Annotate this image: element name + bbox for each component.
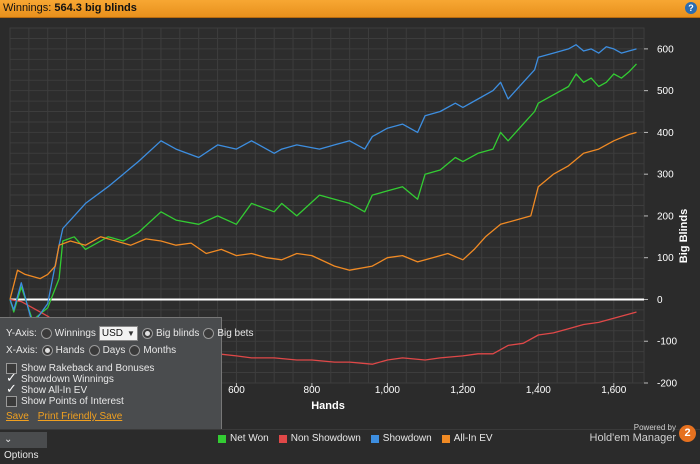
chart-legend: Net Won Non Showdown Showdown All-In EV	[218, 433, 503, 444]
options-label: Options	[4, 450, 39, 461]
checkbox-rakeback[interactable]: Show Rakeback and Bonuses	[6, 363, 154, 374]
legend-swatch	[278, 434, 287, 443]
x-axis-row: X-Axis: Hands Days Months	[6, 345, 176, 356]
winnings-value: 564.3 big blinds	[54, 2, 137, 14]
y-winnings-label: Winnings	[54, 328, 96, 339]
x-days-label: Days	[102, 345, 126, 356]
y-axis-label-text: Y-Axis:	[6, 328, 37, 339]
currency-value: USD	[101, 328, 124, 339]
x-axis-label-text: X-Axis:	[6, 345, 38, 356]
y-tick-label: -100	[657, 337, 677, 348]
panel-links: Save Print Friendly Save	[6, 411, 131, 422]
options-panel: Y-Axis: Winnings USD ▼ Big blinds Big bet…	[0, 317, 253, 429]
y-tick-label: 400	[657, 128, 674, 139]
legend-label: Showdown	[382, 433, 432, 444]
x-hands-label: Hands	[55, 345, 85, 356]
legend-net-won[interactable]: Net Won	[218, 433, 269, 444]
y-winnings-radio[interactable]	[40, 328, 52, 339]
winnings-title: Winnings: 564.3 big blinds	[3, 2, 137, 14]
x-axis-label: Hands	[311, 400, 345, 412]
legend-swatch	[370, 434, 379, 443]
y-bigbets-radio[interactable]	[203, 328, 215, 339]
checkbox-showdown-winnings[interactable]: Showdown Winnings	[6, 370, 114, 386]
x-months-radio[interactable]	[129, 345, 141, 356]
legend-label: Non Showdown	[290, 433, 361, 444]
legend-label: Net Won	[230, 433, 269, 444]
help-icon[interactable]: ?	[685, 2, 697, 14]
checkbox-points-of-interest[interactable]: Show Points of Interest	[6, 396, 124, 407]
checkbox-label: Show Points of Interest	[21, 396, 124, 407]
options-toggle-button[interactable]: ⌄ Options	[0, 432, 47, 461]
y-bigblinds-label: Big blinds	[155, 328, 200, 339]
x-hands-radio[interactable]	[41, 345, 53, 356]
powered-by: Powered by Hold'em Manager	[590, 423, 676, 444]
x-tick-label: 800	[304, 385, 321, 396]
y-tick-label: 0	[657, 295, 663, 306]
x-days-radio[interactable]	[88, 345, 100, 356]
checkbox-label: Show All-In EV	[21, 385, 88, 396]
footer-bar: ⌄ Options Net Won Non Showdown Showdown …	[0, 423, 700, 461]
winnings-header: Winnings: 564.3 big blinds ?	[0, 0, 700, 18]
checkbox-allin-ev[interactable]: Show All-In EV	[6, 381, 88, 397]
winnings-label: Winnings:	[3, 2, 52, 14]
series-line-net-won	[9, 63, 637, 322]
series-line-all-in-ev	[9, 131, 637, 300]
series-line-showdown	[9, 44, 637, 326]
checkbox-label: Show Rakeback and Bonuses	[21, 363, 155, 374]
brand-name: Hold'em Manager	[589, 432, 676, 444]
powered-by-text: Powered by	[633, 423, 676, 432]
y-tick-label: 600	[657, 44, 674, 55]
x-months-label: Months	[143, 345, 177, 356]
x-tick-label: 1,200	[450, 385, 475, 396]
legend-swatch	[218, 434, 226, 443]
chevron-down-icon: ▼	[127, 329, 135, 338]
checkmark-icon[interactable]	[6, 381, 17, 397]
checkbox-icon[interactable]	[6, 396, 17, 407]
legend-non-showdown[interactable]: Non Showdown	[278, 433, 361, 444]
y-tick-label: 500	[657, 86, 674, 97]
y-tick-label: -200	[657, 379, 677, 390]
checkbox-label: Showdown Winnings	[21, 374, 114, 385]
hm2-logo-icon: 2	[679, 425, 696, 442]
y-tick-label: 100	[657, 253, 674, 264]
y-axis-label: Big Blinds	[678, 209, 690, 263]
y-bigbets-label: Big bets	[217, 328, 254, 339]
currency-select[interactable]: USD ▼	[98, 326, 138, 341]
legend-allin-ev[interactable]: All-In EV	[441, 433, 493, 444]
legend-swatch	[441, 434, 450, 443]
save-link[interactable]: Save	[6, 411, 29, 422]
y-tick-label: 300	[657, 170, 674, 181]
print-friendly-save-link[interactable]: Print Friendly Save	[37, 411, 123, 422]
x-tick-label: 1,600	[601, 385, 626, 396]
y-axis-row: Y-Axis: Winnings USD ▼ Big blinds Big bet…	[6, 326, 253, 341]
x-tick-label: 600	[228, 385, 245, 396]
checkmark-icon[interactable]	[6, 370, 17, 386]
legend-showdown[interactable]: Showdown	[370, 433, 432, 444]
x-tick-label: 1,400	[526, 385, 551, 396]
y-tick-label: 200	[657, 211, 674, 222]
y-bigblinds-radio[interactable]	[141, 328, 153, 339]
x-tick-label: 1,000	[375, 385, 400, 396]
legend-label: All-In EV	[453, 433, 493, 444]
